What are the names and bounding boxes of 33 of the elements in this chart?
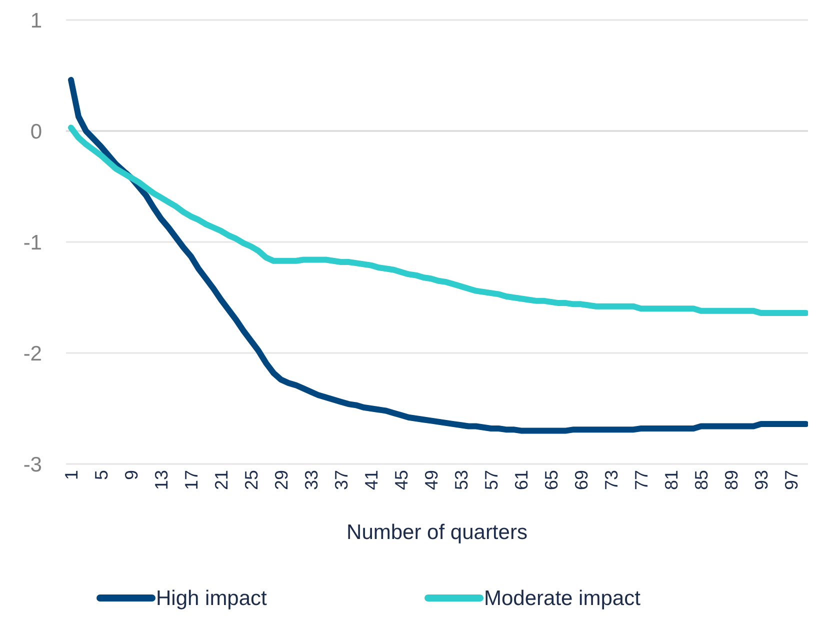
x-tick-label: 41 — [361, 470, 382, 490]
x-tick-label: 77 — [631, 470, 652, 490]
x-tick-label: 5 — [91, 470, 112, 480]
y-tick-label: -2 — [23, 342, 42, 366]
y-tick-label: -1 — [23, 231, 42, 254]
x-tick-label: 57 — [481, 470, 502, 490]
x-tick-label: 85 — [691, 470, 712, 490]
x-tick-label: 89 — [721, 470, 742, 490]
x-tick-label: 21 — [211, 470, 232, 490]
y-tick-label: 0 — [30, 120, 42, 144]
x-tick-label: 81 — [661, 470, 682, 490]
x-tick-label: 17 — [181, 470, 202, 490]
x-axis-title: Number of quarters — [346, 521, 528, 544]
x-tick-label: 61 — [511, 470, 532, 490]
x-tick-label: 1 — [61, 470, 82, 480]
x-tick-label: 93 — [751, 470, 772, 490]
y-tick-label: -3 — [23, 453, 42, 476]
x-tick-label: 33 — [301, 470, 322, 490]
y-tick-label: 1 — [30, 9, 42, 32]
x-tick-label: 97 — [781, 470, 802, 490]
x-tick-label: 73 — [601, 470, 622, 490]
x-tick-label: 45 — [391, 470, 412, 490]
legend-label: Moderate impact — [484, 587, 641, 610]
x-tick-label: 49 — [421, 470, 442, 490]
x-tick-label: 29 — [271, 470, 292, 490]
x-tick-label: 13 — [151, 470, 172, 490]
x-tick-label: 69 — [571, 470, 592, 490]
x-tick-label: 9 — [121, 470, 142, 480]
x-tick-label: 65 — [541, 470, 562, 490]
x-tick-label: 37 — [331, 470, 352, 490]
legend-label: High impact — [156, 587, 268, 610]
x-tick-label: 53 — [451, 470, 472, 490]
x-tick-label: 25 — [241, 470, 262, 490]
